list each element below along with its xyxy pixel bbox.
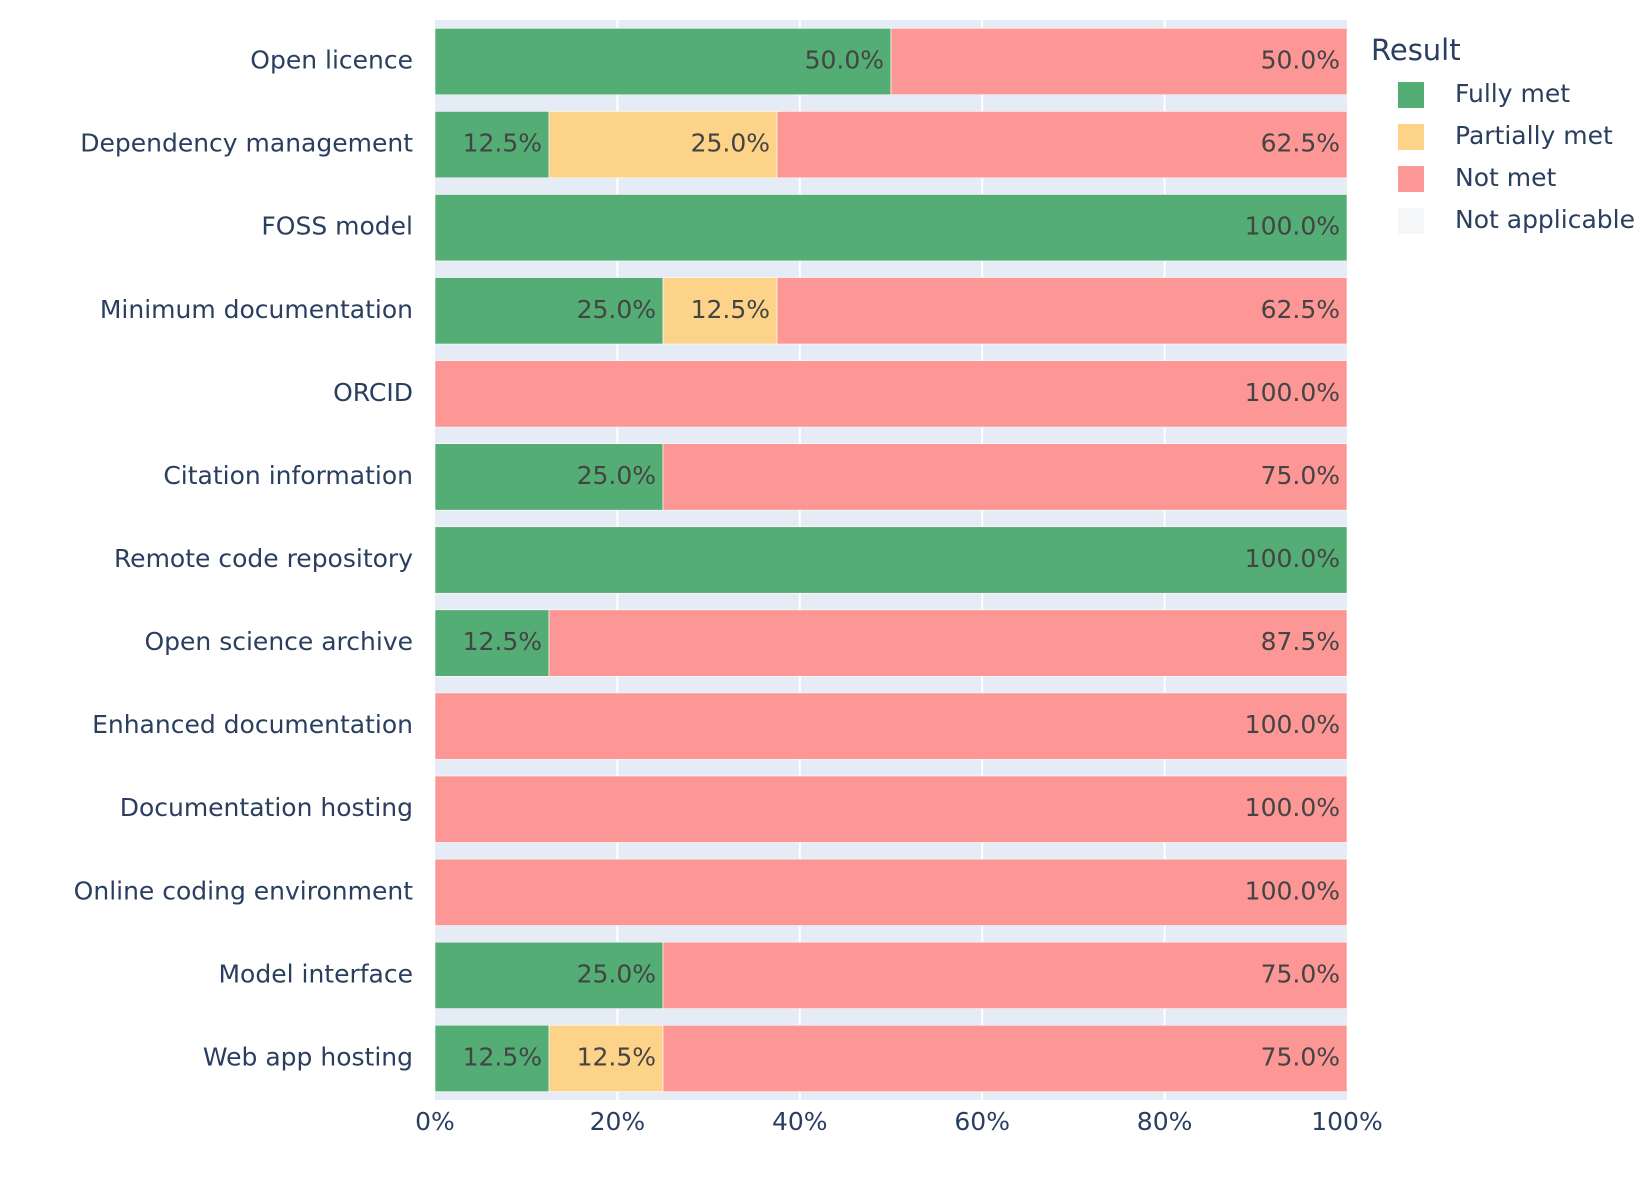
data-label: 100.0% bbox=[1245, 876, 1340, 905]
data-label: 12.5% bbox=[463, 129, 542, 158]
category-label: Minimum documentation bbox=[100, 295, 413, 324]
legend-item-label[interactable]: Partially met bbox=[1455, 121, 1613, 150]
bar-segment bbox=[434, 360, 1348, 428]
data-label: 75.0% bbox=[1261, 959, 1340, 988]
legend-title: Result bbox=[1371, 33, 1461, 67]
bar-segment bbox=[434, 443, 664, 511]
data-label: 100.0% bbox=[1245, 793, 1340, 822]
category-label: FOSS model bbox=[261, 212, 413, 241]
legend-swatch bbox=[1398, 208, 1424, 234]
category-label: Open licence bbox=[250, 46, 413, 75]
bar-segment bbox=[548, 609, 1348, 677]
bar-segment bbox=[434, 775, 1348, 843]
category-label: ORCID bbox=[333, 378, 413, 407]
bars bbox=[434, 28, 1348, 1092]
legend-swatch bbox=[1398, 166, 1424, 192]
category-label: Dependency management bbox=[80, 129, 413, 158]
bar-segment bbox=[662, 277, 778, 345]
data-label: 87.5% bbox=[1261, 627, 1340, 656]
bar-segment bbox=[434, 1024, 550, 1092]
bar-segment bbox=[434, 111, 550, 179]
data-label: 62.5% bbox=[1261, 129, 1340, 158]
data-label: 100.0% bbox=[1245, 544, 1340, 573]
data-label: 12.5% bbox=[691, 295, 770, 324]
bar-segment bbox=[434, 941, 664, 1009]
x-tick-label: 20% bbox=[590, 1107, 646, 1136]
bar-segment bbox=[776, 111, 1348, 179]
bar-segment bbox=[662, 443, 1348, 511]
data-label: 12.5% bbox=[577, 1042, 656, 1071]
category-label: Enhanced documentation bbox=[92, 710, 413, 739]
bar-segment bbox=[434, 28, 892, 96]
legend: Result Fully met Partially met Not met Not … bbox=[1371, 33, 1635, 234]
bar-segment bbox=[434, 858, 1348, 926]
data-label: 75.0% bbox=[1261, 1042, 1340, 1071]
bar-segment bbox=[434, 194, 1348, 262]
category-label: Model interface bbox=[218, 959, 413, 988]
bar-segment bbox=[662, 941, 1348, 1009]
data-label: 62.5% bbox=[1261, 295, 1340, 324]
category-label: Citation information bbox=[163, 461, 413, 490]
legend-swatch bbox=[1398, 82, 1424, 108]
legend-item-label[interactable]: Fully met bbox=[1455, 79, 1570, 108]
bar-segment bbox=[434, 277, 664, 345]
category-label: Web app hosting bbox=[203, 1042, 413, 1071]
x-tick-label: 40% bbox=[772, 1107, 828, 1136]
bar-segment bbox=[434, 609, 550, 677]
x-tick-label: 0% bbox=[415, 1107, 455, 1136]
data-label: 100.0% bbox=[1245, 710, 1340, 739]
data-label: 25.0% bbox=[577, 295, 656, 324]
data-label: 100.0% bbox=[1245, 212, 1340, 241]
category-axis: Open licence Dependency management FOSS mo… bbox=[74, 46, 414, 1072]
bar-segment bbox=[548, 1024, 664, 1092]
data-label: 12.5% bbox=[463, 627, 542, 656]
x-tick-label: 100% bbox=[1311, 1107, 1382, 1136]
legend-swatch bbox=[1398, 124, 1424, 150]
category-label: Remote code repository bbox=[114, 544, 413, 573]
bar-segment bbox=[434, 692, 1348, 760]
bar-segment bbox=[776, 277, 1348, 345]
data-labels: 50.0% 50.0% 12.5% 25.0% 62.5% 100.0% 25.0% 12.5… bbox=[463, 46, 1340, 1072]
data-label: 100.0% bbox=[1245, 378, 1340, 407]
bar-segment bbox=[890, 28, 1348, 96]
category-label: Documentation hosting bbox=[120, 793, 413, 822]
data-label: 50.0% bbox=[1261, 46, 1340, 75]
x-tick-label: 80% bbox=[1137, 1107, 1193, 1136]
x-axis: 0% 20% 40% 60% 80% 100% bbox=[415, 1107, 1383, 1136]
bar-segment bbox=[548, 111, 778, 179]
data-label: 25.0% bbox=[691, 129, 770, 158]
data-label: 12.5% bbox=[463, 1042, 542, 1071]
data-label: 25.0% bbox=[577, 461, 656, 490]
data-label: 50.0% bbox=[805, 46, 884, 75]
bar-segment bbox=[662, 1024, 1348, 1092]
category-label: Open science archive bbox=[145, 627, 414, 656]
category-label: Online coding environment bbox=[74, 876, 414, 905]
bar-segment bbox=[434, 526, 1348, 594]
x-tick-label: 60% bbox=[954, 1107, 1010, 1136]
data-label: 25.0% bbox=[577, 959, 656, 988]
data-label: 75.0% bbox=[1261, 461, 1340, 490]
legend-item-label[interactable]: Not applicable bbox=[1455, 205, 1635, 234]
legend-item-label[interactable]: Not met bbox=[1455, 163, 1556, 192]
